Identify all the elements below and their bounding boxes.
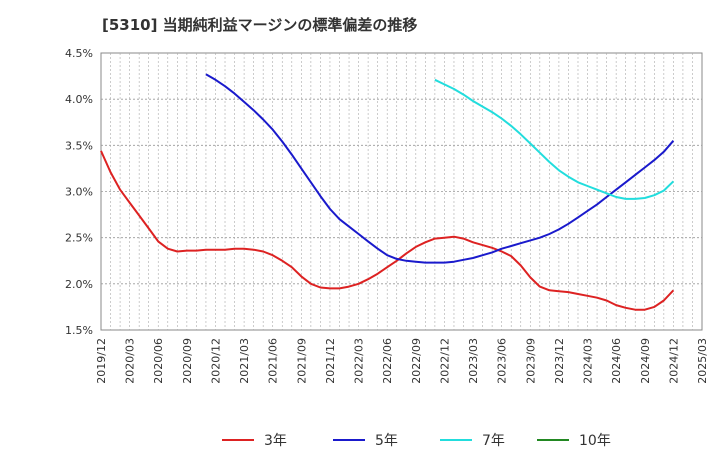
- y-tick-label: 3.0%: [65, 186, 93, 199]
- series-line-7年: [434, 78, 675, 200]
- x-tick-label: 2024/06: [610, 338, 623, 384]
- legend-swatch: [440, 439, 472, 441]
- x-tick-label: 2022/09: [410, 338, 423, 384]
- grid-layer: [100, 52, 703, 331]
- x-tick-label: 2020/06: [152, 338, 165, 384]
- x-tick-label: 2022/06: [381, 338, 394, 384]
- legend-label: 7年: [482, 433, 505, 449]
- x-tick-label: 2022/12: [438, 338, 451, 384]
- x-tick-label: 2023/03: [467, 338, 480, 384]
- y-tick-label: 4.0%: [65, 93, 93, 106]
- x-tick-label: 2022/03: [353, 338, 366, 384]
- series-line-5年: [205, 73, 675, 264]
- x-tick-label: 2020/12: [209, 338, 222, 384]
- series-line-3年: [100, 150, 675, 311]
- y-tick-label: 2.5%: [65, 232, 93, 245]
- legend-item: 3年: [222, 430, 287, 450]
- legend-item: 7年: [440, 430, 505, 450]
- legend-label: 5年: [375, 433, 398, 449]
- legend-label: 10年: [579, 433, 611, 449]
- x-tick-label: 2024/09: [639, 338, 652, 384]
- x-tick-label: 2023/12: [553, 338, 566, 384]
- x-tick-label: 2023/09: [524, 338, 537, 384]
- chart-svg: 4.5% 4.0% 3.5% 3.0% 2.5% 2.0% 1.5%2019/12 2020/…: [65, 47, 709, 384]
- legend-label: 3年: [264, 433, 287, 449]
- x-tick-label: 2024/03: [582, 338, 595, 384]
- chart-title: [5310] 当期純利益マージンの標準偏差の推移: [102, 16, 418, 34]
- x-tick-label: 2020/09: [181, 338, 194, 384]
- legend-swatch: [537, 439, 569, 441]
- legend-item: 10年: [537, 430, 611, 450]
- x-tick-label: 2023/06: [496, 338, 509, 384]
- axis-layer: 4.5% 4.0% 3.5% 3.0% 2.5% 2.0% 1.5%2019/12 2020/…: [65, 47, 709, 384]
- legend-swatch: [333, 439, 365, 441]
- legend-item: 5年: [333, 430, 398, 450]
- x-tick-label: 2025/03: [696, 338, 709, 384]
- y-tick-label: 4.5%: [65, 47, 93, 60]
- series-layer: [100, 73, 675, 311]
- y-tick-label: 3.5%: [65, 139, 93, 152]
- x-tick-label: 2019/12: [95, 338, 108, 384]
- x-tick-label: 2024/12: [667, 338, 680, 384]
- x-tick-label: 2021/06: [267, 338, 280, 384]
- y-tick-label: 2.0%: [65, 278, 93, 291]
- x-tick-label: 2021/12: [324, 338, 337, 384]
- legend-swatch: [222, 439, 254, 441]
- y-tick-label: 1.5%: [65, 324, 93, 337]
- x-tick-label: 2020/03: [124, 338, 137, 384]
- x-tick-label: 2021/03: [238, 338, 251, 384]
- x-tick-label: 2021/09: [295, 338, 308, 384]
